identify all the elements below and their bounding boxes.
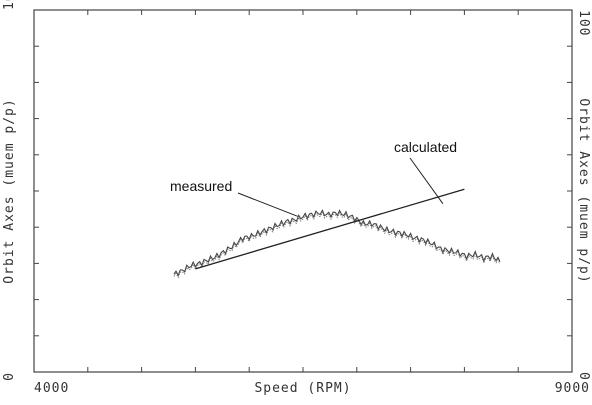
y-tick-label-top-left: 100 bbox=[2, 0, 17, 10]
series-measured-line-trace2 bbox=[173, 211, 501, 279]
x-tick-label-end: 9000 bbox=[555, 381, 590, 396]
x-axis-label: Speed (RPM) bbox=[254, 381, 351, 396]
series-layer bbox=[173, 188, 501, 279]
tick-marks bbox=[33, 9, 573, 373]
annotation-layer: measured calculated bbox=[170, 139, 457, 217]
annotation-leader-calculated bbox=[409, 157, 444, 204]
y-axis-label-right: Orbit Axes (muem p/p) bbox=[576, 98, 591, 283]
annotation-measured: measured bbox=[170, 178, 232, 194]
y-axis-label-left: Orbit Axes (muem p/p) bbox=[2, 98, 17, 283]
y-tick-label-bottom-left: 0 bbox=[2, 372, 17, 381]
series-measured-line bbox=[173, 208, 501, 277]
x-tick-label-start: 4000 bbox=[34, 381, 69, 396]
plot-frame bbox=[33, 9, 573, 373]
series-calculated-line bbox=[195, 188, 465, 270]
annotation-calculated: calculated bbox=[394, 139, 457, 155]
y-tick-label-top-right: 100 bbox=[576, 10, 591, 36]
y-tick-label-bottom-right: 0 bbox=[576, 372, 591, 381]
annotation-leader-measured bbox=[237, 192, 298, 217]
